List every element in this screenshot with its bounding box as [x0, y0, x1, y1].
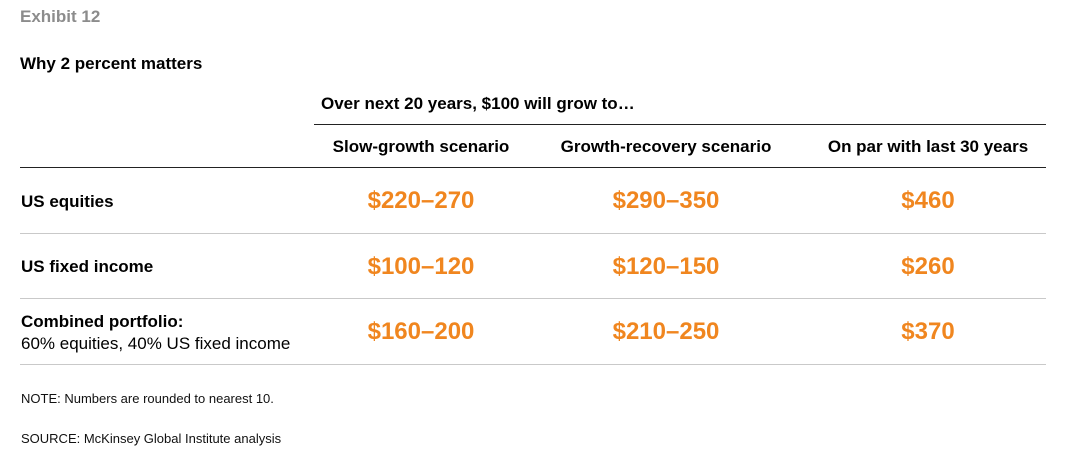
value-fixed-income-slow: $100–120	[367, 253, 475, 280]
value-us-equities-recovery: $290–350	[612, 187, 720, 214]
row-label-combined-portfolio: Combined portfolio:	[21, 312, 184, 331]
column-header-slow-growth: Slow-growth scenario	[332, 137, 510, 156]
value-combined-slow: $160–200	[367, 318, 475, 345]
column-header-growth-recovery: Growth-recovery scenario	[560, 137, 772, 156]
value-fixed-income-on-par: $260	[901, 253, 955, 280]
source-note: SOURCE: McKinsey Global Institute analys…	[21, 431, 282, 446]
exhibit-label: Exhibit 12	[20, 7, 101, 26]
column-header-on-par: On par with last 30 years	[827, 137, 1029, 156]
value-combined-recovery: $210–250	[612, 318, 720, 345]
group-header: Over next 20 years, $100 will grow to…	[321, 94, 635, 113]
row-sublabel-combined-portfolio: 60% equities, 40% US fixed income	[21, 334, 291, 353]
header-rule	[20, 167, 1046, 168]
row-divider	[20, 298, 1046, 299]
group-header-rule	[314, 124, 1046, 125]
row-label-us-fixed-income: US fixed income	[21, 257, 154, 276]
row-divider	[20, 364, 1046, 365]
value-fixed-income-recovery: $120–150	[612, 253, 720, 280]
row-divider	[20, 233, 1046, 234]
value-us-equities-slow: $220–270	[367, 187, 475, 214]
footnote: NOTE: Numbers are rounded to nearest 10.	[21, 391, 274, 406]
page-title: Why 2 percent matters	[20, 54, 203, 73]
value-combined-on-par: $370	[901, 318, 955, 345]
row-label-us-equities: US equities	[21, 192, 114, 211]
value-us-equities-on-par: $460	[901, 187, 955, 214]
